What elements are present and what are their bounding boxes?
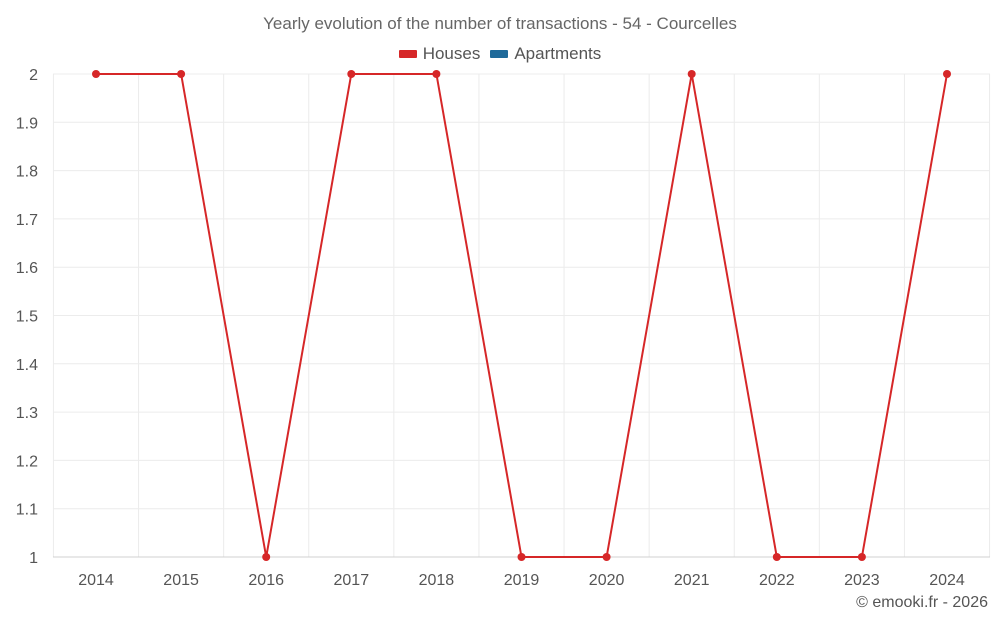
x-tick-label: 2016 xyxy=(248,572,284,589)
y-tick-label: 1 xyxy=(29,550,38,567)
x-tick-label: 2021 xyxy=(674,572,710,589)
x-tick-label: 2018 xyxy=(419,572,455,589)
legend-swatch-houses xyxy=(398,50,417,58)
data-point-houses xyxy=(772,553,781,561)
legend-item-houses[interactable]: Houses xyxy=(398,44,481,64)
legend-item-apartments[interactable]: Apartments xyxy=(490,44,601,64)
y-tick-label: 1.4 xyxy=(16,357,38,374)
y-tick-label: 1.1 xyxy=(16,502,38,519)
data-point-houses xyxy=(687,70,696,78)
y-tick-label: 1.9 xyxy=(16,115,38,132)
chart-title: Yearly evolution of the number of transa… xyxy=(263,14,737,33)
data-point-houses xyxy=(432,70,441,78)
x-tick-label: 2024 xyxy=(929,572,965,589)
x-tick-label: 2017 xyxy=(334,572,370,589)
series-line-houses xyxy=(96,73,948,558)
y-tick-label: 1.8 xyxy=(16,164,38,181)
legend-label-houses: Houses xyxy=(422,44,481,63)
data-point-houses xyxy=(943,70,951,78)
x-tick-label: 2014 xyxy=(78,572,114,589)
y-tick-label: 1.7 xyxy=(16,212,38,229)
legend-label-apartments: Apartments xyxy=(514,44,602,63)
data-point-houses xyxy=(92,70,100,78)
data-point-houses xyxy=(262,553,271,561)
x-tick-label: 2015 xyxy=(163,572,199,589)
y-tick-label: 1.5 xyxy=(16,309,38,326)
data-point-houses xyxy=(857,553,866,561)
x-tick-label: 2022 xyxy=(759,572,795,589)
legend: Houses Apartments xyxy=(0,44,1000,64)
data-point-houses xyxy=(177,70,186,78)
data-point-houses xyxy=(517,553,526,561)
copyright-text: © emooki.fr - 2026 xyxy=(856,594,988,611)
y-tick-label: 1.3 xyxy=(16,405,38,422)
data-point-houses xyxy=(347,70,356,78)
y-tick-label: 1.6 xyxy=(16,260,38,277)
y-tick-label: 2 xyxy=(29,67,38,84)
x-tick-label: 2023 xyxy=(844,572,880,589)
y-tick-label: 1.2 xyxy=(16,453,38,470)
x-tick-label: 2020 xyxy=(589,572,625,589)
legend-swatch-apartments xyxy=(490,50,509,58)
x-tick-label: 2019 xyxy=(504,572,540,589)
data-point-houses xyxy=(602,553,611,561)
